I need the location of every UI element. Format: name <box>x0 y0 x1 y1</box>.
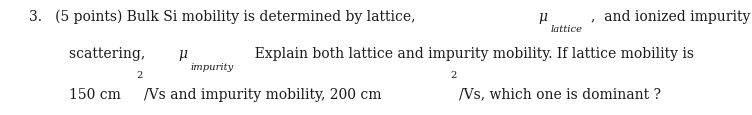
Text: 3.   (5 points) Bulk Si mobility is determined by lattice,: 3. (5 points) Bulk Si mobility is determ… <box>29 9 424 24</box>
Text: ,  and ionized impurity: , and ionized impurity <box>592 10 750 24</box>
Text: impurity: impurity <box>190 62 234 71</box>
Text: μ: μ <box>179 47 188 60</box>
Text: /Vs and impurity mobility, 200 cm: /Vs and impurity mobility, 200 cm <box>144 87 382 101</box>
Text: /Vs, which one is dominant ?: /Vs, which one is dominant ? <box>459 87 661 101</box>
Text: 2: 2 <box>136 70 142 79</box>
Text: μ: μ <box>538 10 547 24</box>
Text: Explain both lattice and impurity mobility. If lattice mobility is: Explain both lattice and impurity mobili… <box>247 47 694 60</box>
Text: 2: 2 <box>450 70 457 79</box>
Text: 150 cm: 150 cm <box>69 87 121 101</box>
Text: lattice: lattice <box>550 25 582 34</box>
Text: scattering,: scattering, <box>69 47 154 60</box>
